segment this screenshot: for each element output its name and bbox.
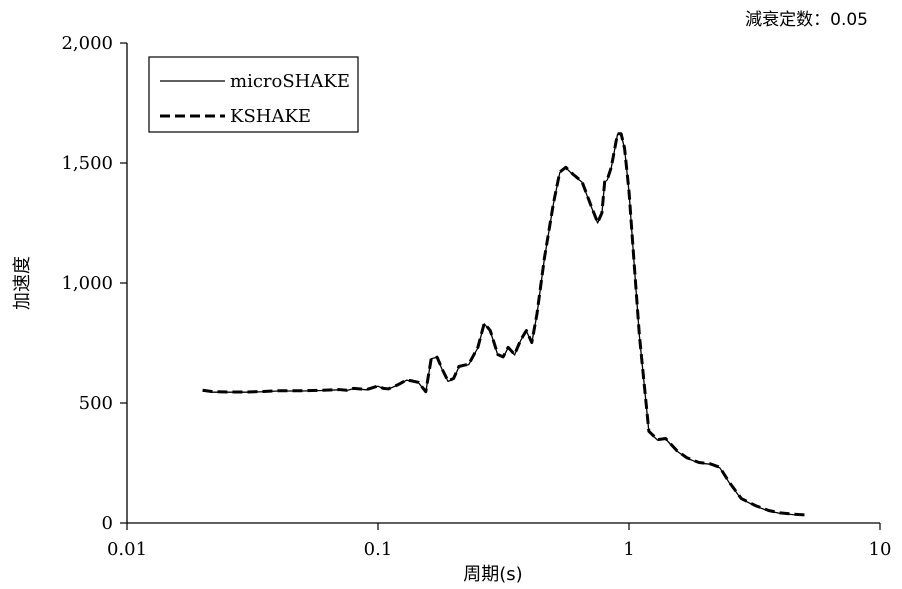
x-axis-title: 周期(s) bbox=[463, 564, 522, 585]
y-tick-label: 0 bbox=[102, 513, 113, 534]
y-tick-label: 2,000 bbox=[61, 33, 113, 54]
x-tick-label: 10 bbox=[869, 539, 892, 560]
series-line-kshake bbox=[202, 132, 805, 517]
x-tick-label: 0.01 bbox=[107, 539, 147, 560]
y-axis-ticks: 0 500 1,000 1,500 2,000 bbox=[61, 33, 127, 534]
x-tick-label: 1 bbox=[623, 539, 634, 560]
legend-box bbox=[148, 56, 359, 133]
legend-label-microshake: microSHAKE bbox=[230, 71, 350, 92]
x-axis-ticks: 0.01 0.1 1 10 bbox=[107, 523, 891, 560]
y-tick-label: 1,000 bbox=[61, 273, 113, 294]
legend: microSHAKE KSHAKE bbox=[148, 56, 359, 133]
x-tick-label: 0.1 bbox=[364, 539, 393, 560]
damping-annotation: 減衰定数：0.05 bbox=[745, 10, 868, 30]
series-layer bbox=[202, 132, 805, 517]
y-axis-title: 加速度 bbox=[12, 256, 33, 310]
y-tick-label: 1,500 bbox=[61, 153, 113, 174]
series-line-microshake bbox=[202, 133, 805, 516]
y-tick-label: 500 bbox=[79, 393, 113, 414]
legend-label-kshake: KSHAKE bbox=[230, 106, 311, 127]
